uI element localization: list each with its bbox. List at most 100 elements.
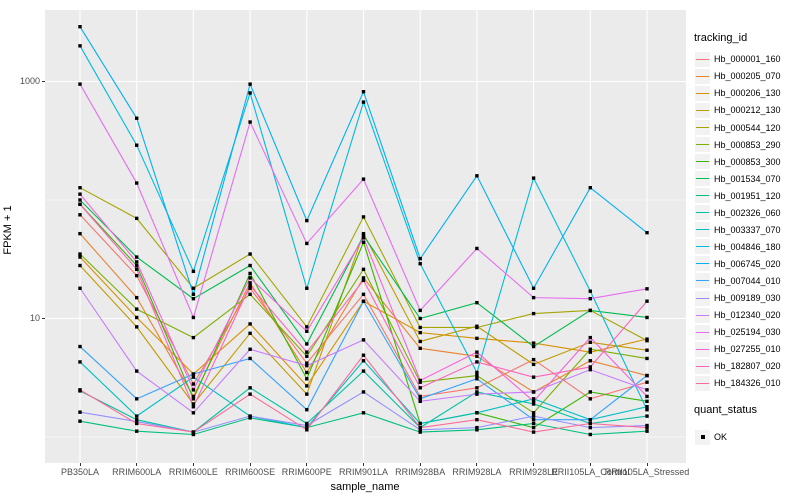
data-point bbox=[191, 382, 196, 386]
data-point bbox=[645, 429, 649, 433]
legend-color-line bbox=[696, 58, 709, 60]
data-point bbox=[531, 344, 536, 349]
legend-title-quant-status: quant_status bbox=[694, 404, 757, 416]
data-point bbox=[135, 181, 139, 185]
x-tick-mark bbox=[192, 463, 194, 466]
data-point bbox=[475, 174, 479, 178]
data-point bbox=[248, 386, 252, 390]
legend-key-line-icon bbox=[695, 222, 710, 238]
data-point bbox=[191, 372, 196, 376]
legend-title-tracking-id: tracking_id bbox=[694, 32, 748, 44]
data-point bbox=[531, 286, 536, 290]
data-point bbox=[531, 402, 536, 406]
data-point bbox=[361, 292, 366, 297]
data-point bbox=[78, 419, 82, 423]
data-point bbox=[588, 425, 592, 430]
data-point bbox=[475, 360, 479, 364]
data-point bbox=[305, 342, 309, 346]
data-point bbox=[475, 354, 479, 358]
legend-color-line bbox=[696, 229, 709, 231]
data-point bbox=[588, 367, 592, 372]
legend-key-line-icon bbox=[695, 120, 710, 135]
legend-key-line-icon bbox=[695, 290, 710, 306]
legend-item: Hb_182807_020 bbox=[695, 358, 781, 375]
legend-item-label: Hb_184326_010 bbox=[714, 378, 781, 389]
data-point bbox=[531, 425, 536, 430]
data-point bbox=[645, 399, 649, 404]
data-point bbox=[191, 405, 196, 409]
legend-item-label: Hb_000544_120 bbox=[714, 122, 781, 133]
data-point bbox=[588, 359, 592, 363]
data-point bbox=[361, 299, 366, 303]
legend-item: Hb_000853_300 bbox=[695, 153, 781, 170]
legend-color-line bbox=[696, 144, 709, 146]
data-point bbox=[418, 316, 422, 321]
legend-item: Hb_025194_030 bbox=[695, 324, 781, 341]
data-point bbox=[418, 256, 422, 261]
data-point bbox=[418, 308, 422, 313]
data-point bbox=[418, 421, 422, 426]
legend-item: Hb_007044_010 bbox=[695, 272, 781, 289]
y-tick-mark bbox=[42, 81, 45, 82]
data-point bbox=[305, 425, 309, 430]
data-point bbox=[305, 392, 309, 396]
data-point bbox=[475, 428, 479, 432]
legend-item: Hb_009189_030 bbox=[695, 290, 781, 307]
data-point bbox=[361, 177, 366, 181]
x-tick-label: PB350LA bbox=[60, 467, 100, 477]
data-point bbox=[191, 402, 196, 406]
data-point bbox=[191, 432, 196, 437]
legend-item-label: Hb_001534_070 bbox=[714, 173, 781, 184]
data-point bbox=[588, 365, 592, 369]
data-point bbox=[78, 213, 82, 217]
data-point bbox=[588, 308, 592, 313]
data-point bbox=[645, 373, 649, 378]
data-point bbox=[531, 341, 536, 345]
legend-item-label: Hb_182807_020 bbox=[714, 361, 781, 372]
legend-item-label: Hb_027255_010 bbox=[714, 344, 781, 355]
data-point bbox=[418, 380, 422, 384]
data-point bbox=[135, 429, 139, 433]
x-tick-label: RRII105LA_Stressed bbox=[604, 467, 690, 477]
data-point bbox=[645, 405, 649, 409]
data-point bbox=[191, 335, 196, 340]
data-point bbox=[305, 286, 309, 290]
data-point bbox=[645, 394, 649, 399]
data-point bbox=[78, 185, 82, 190]
data-point bbox=[588, 347, 592, 351]
data-point bbox=[248, 91, 252, 95]
data-point bbox=[305, 428, 309, 432]
black-square-marker-icon bbox=[700, 435, 705, 439]
data-point bbox=[588, 185, 592, 190]
legend-key-line-icon bbox=[695, 307, 710, 323]
data-point bbox=[305, 423, 309, 428]
data-point bbox=[475, 411, 479, 415]
data-point bbox=[248, 263, 252, 268]
y-axis-title: FPKM + 1 bbox=[2, 205, 14, 255]
quant-legend-item: OK bbox=[695, 429, 727, 446]
data-point bbox=[588, 432, 592, 437]
legend-color-line bbox=[696, 178, 709, 180]
data-point bbox=[135, 267, 139, 272]
data-point bbox=[248, 281, 252, 285]
data-point bbox=[135, 417, 139, 422]
legend-item-label: Hb_007044_010 bbox=[714, 275, 781, 286]
legend-key-line-icon bbox=[695, 154, 710, 170]
legend-key-line-icon bbox=[695, 358, 710, 374]
data-point bbox=[191, 286, 196, 290]
data-point bbox=[135, 325, 139, 329]
data-point bbox=[645, 425, 649, 430]
x-tick-mark bbox=[589, 463, 591, 466]
legend-item-label: Hb_000205_070 bbox=[714, 71, 781, 82]
legend-color-line bbox=[696, 212, 709, 214]
x-tick-label: RRIM901LA bbox=[338, 467, 389, 477]
data-point bbox=[418, 386, 422, 390]
data-point bbox=[135, 255, 139, 259]
data-point bbox=[361, 267, 366, 272]
data-point bbox=[248, 414, 252, 418]
data-point bbox=[531, 414, 536, 418]
legend-key-line-icon bbox=[695, 324, 710, 340]
x-tick-mark bbox=[306, 463, 308, 466]
x-tick-mark bbox=[533, 463, 535, 466]
